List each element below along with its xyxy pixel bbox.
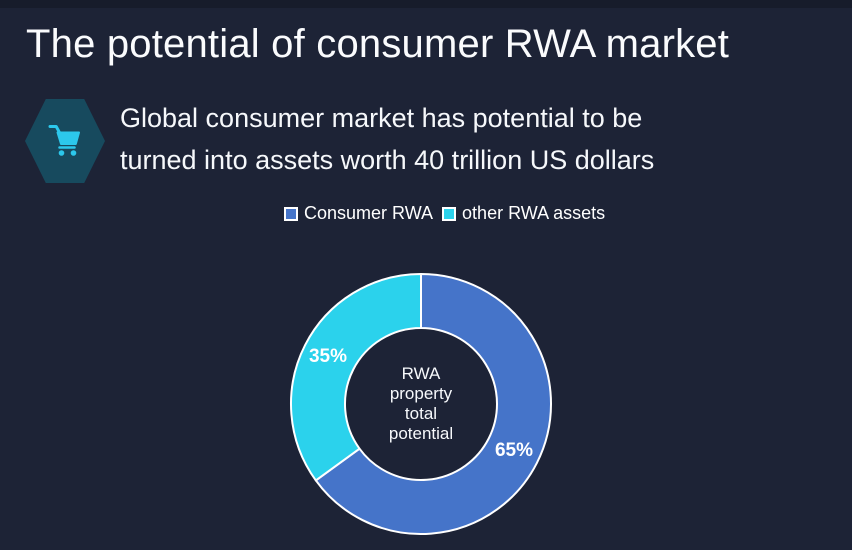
subtitle: Global consumer market has potential to …: [120, 97, 654, 181]
donut-chart: [290, 273, 552, 535]
legend-item-consumer-rwa: Consumer RWA: [284, 203, 433, 224]
legend-swatch-other-rwa: [442, 206, 457, 221]
chart-legend: Consumer RWA other RWA assets: [284, 203, 605, 224]
page-title: The potential of consumer RWA market: [26, 22, 730, 66]
donut-slice-consumer-rwa: [314, 273, 552, 535]
center-label-line-1: RWA: [401, 364, 441, 383]
legend-swatch-consumer-rwa: [284, 206, 298, 221]
donut-center-label: RWA property total potential: [389, 364, 453, 444]
data-label-other-rwa: 35%: [308, 346, 348, 367]
center-label-line-3: total: [404, 404, 438, 423]
center-label-line-2: property: [389, 384, 453, 403]
shopping-cart-icon: [48, 124, 80, 156]
top-edge-strip: [0, 0, 852, 8]
subtitle-line-1: Global consumer market has potential to …: [120, 103, 643, 133]
legend-label-consumer-rwa: Consumer RWA: [304, 203, 434, 223]
subtitle-line-2: turned into assets worth 40 trillion US …: [120, 145, 655, 175]
legend-item-other-rwa: other RWA assets: [442, 203, 605, 224]
data-label-consumer-rwa: 65%: [494, 440, 534, 461]
donut-slice-other-rwa: [290, 273, 422, 482]
legend-label-other-rwa: other RWA assets: [462, 203, 606, 223]
center-label-line-4: potential: [388, 424, 454, 443]
hexagon-badge: [25, 99, 105, 183]
